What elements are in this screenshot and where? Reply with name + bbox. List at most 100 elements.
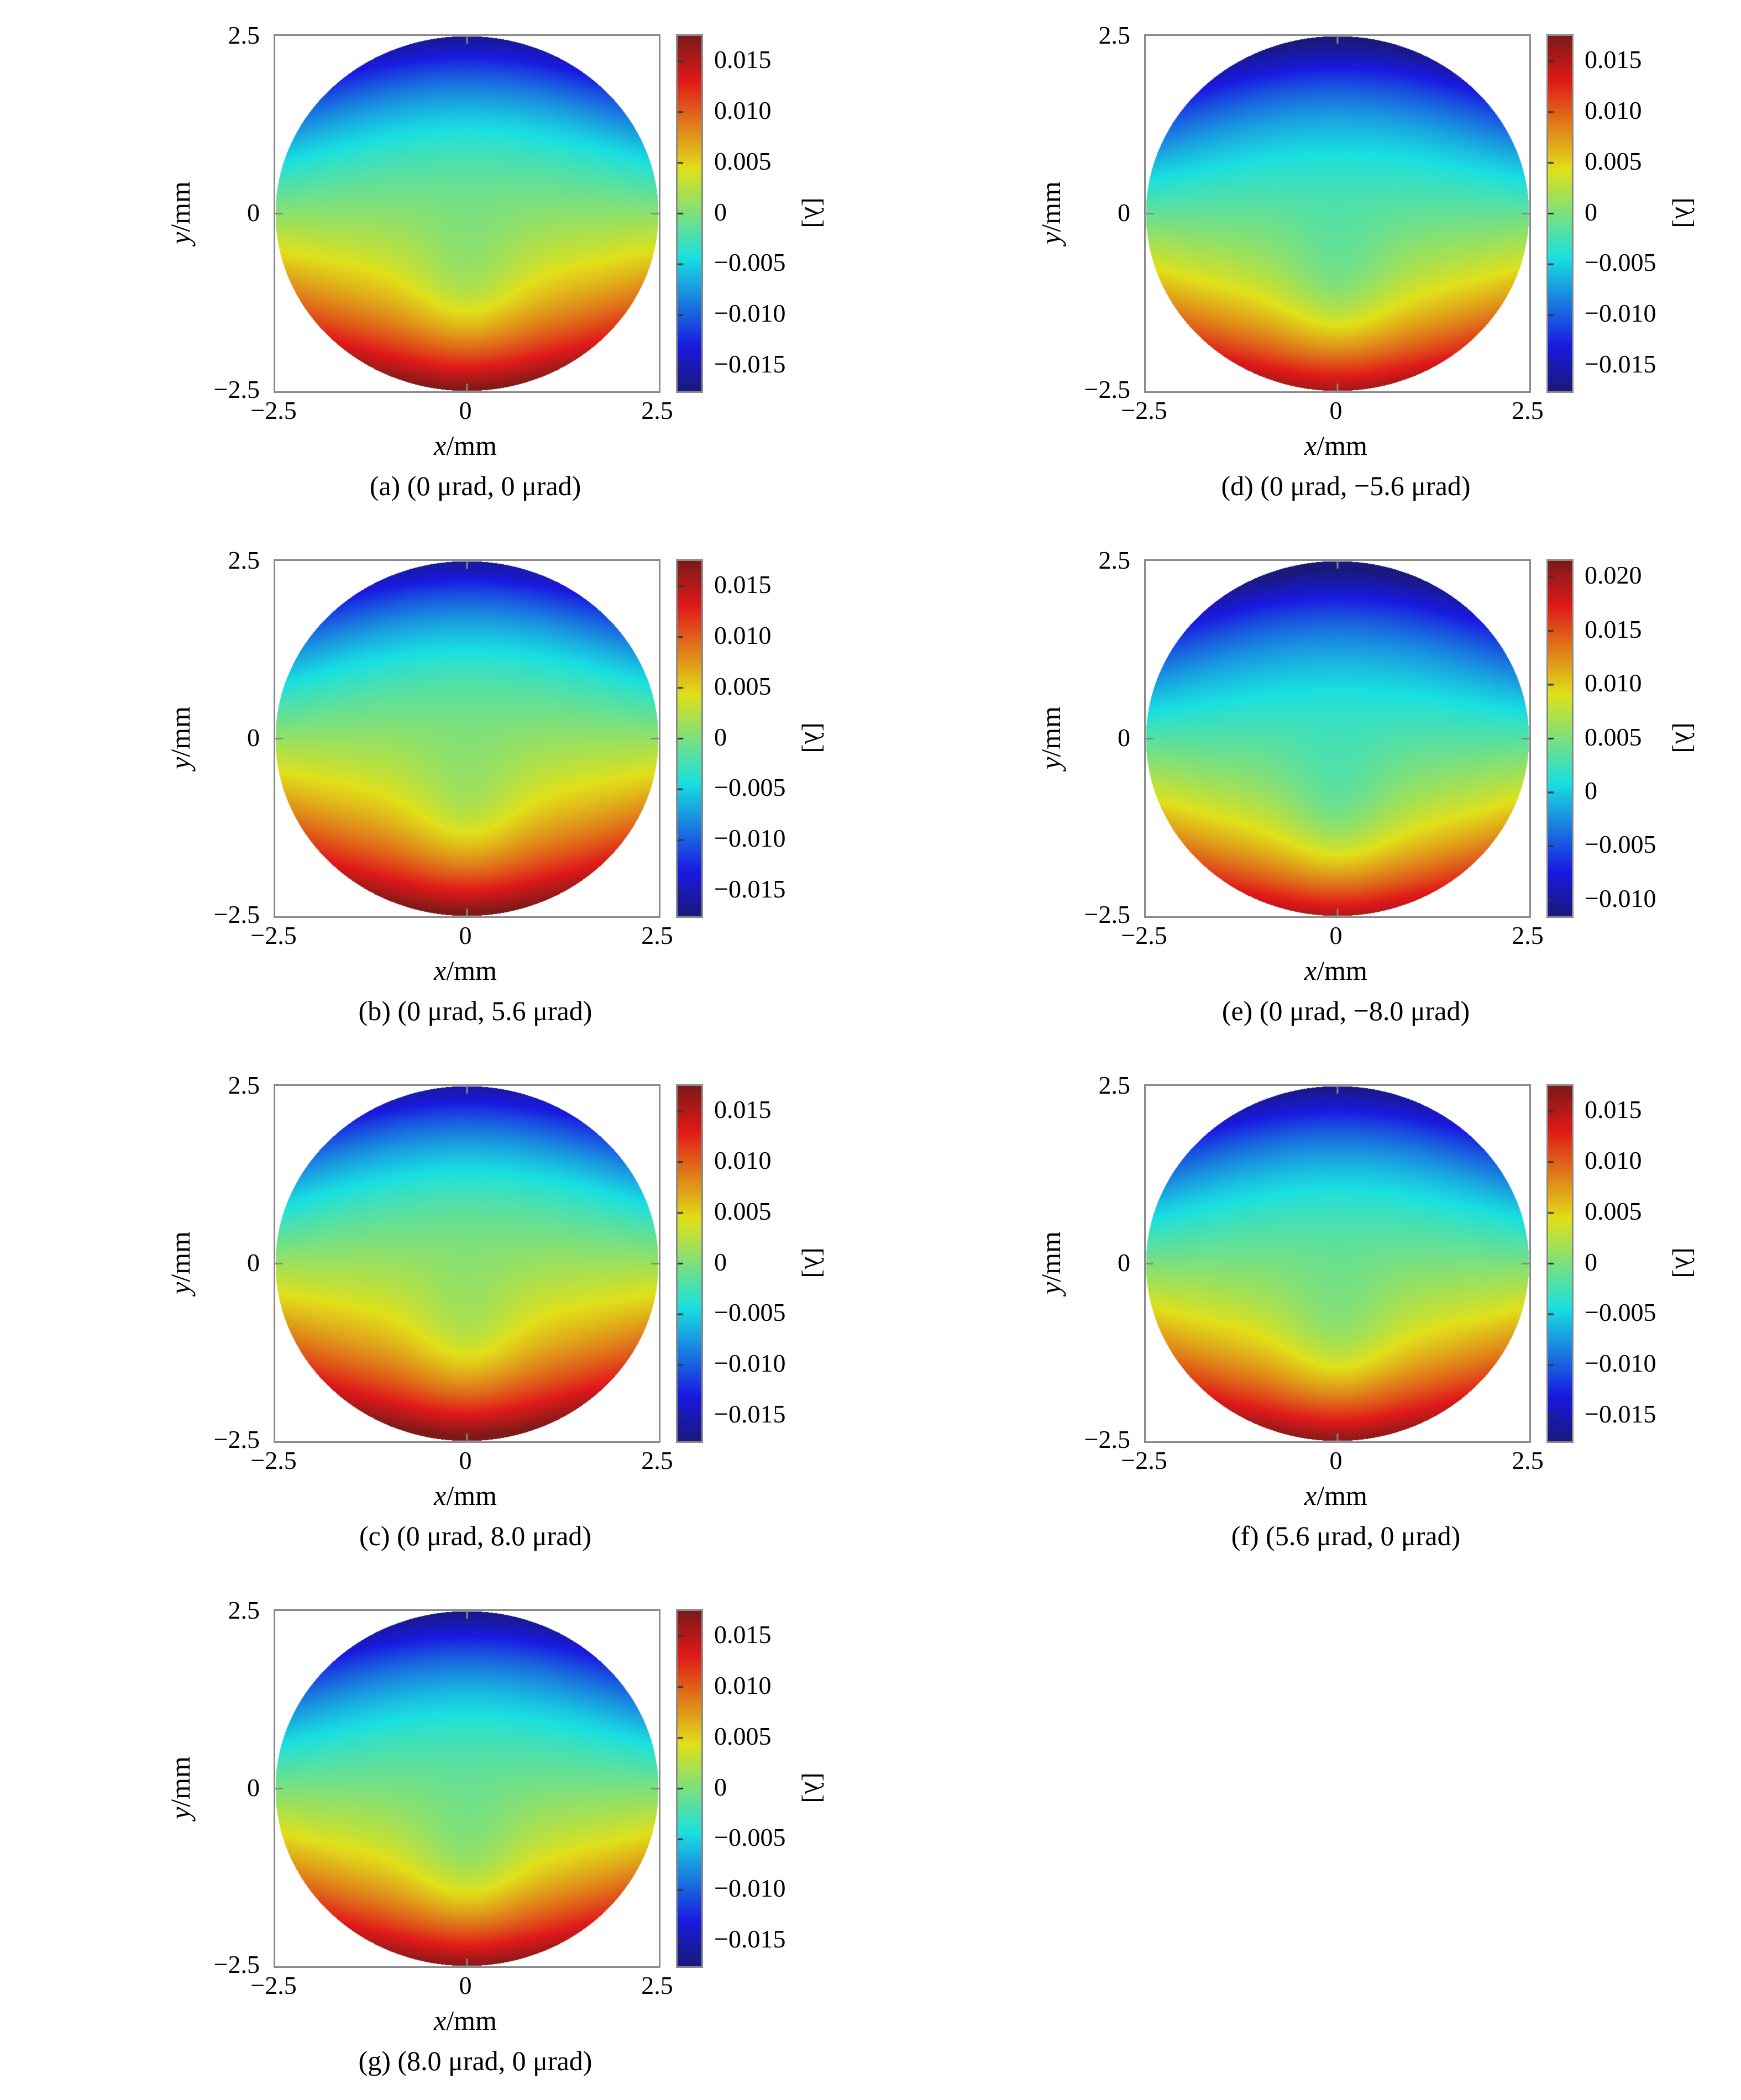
- colorbar-tick-label: 0.010: [1585, 96, 1642, 124]
- x-axis-unit: /mm: [1317, 430, 1367, 461]
- x-axis-label: x/mm: [1253, 1480, 1419, 1511]
- figure-row-2: y/mm 2.5 0 −2.5 −2.5 0 2.5 x/mm 0.015 0.0…: [0, 525, 1741, 1050]
- phase-map-canvas: [1146, 36, 1529, 391]
- x-axis-variable: x: [1304, 1480, 1317, 1511]
- y-axis-variable: y: [165, 1282, 196, 1294]
- x-tick-label-right: 2.5: [1512, 921, 1544, 949]
- colorbar-tick-label: 0.005: [714, 671, 772, 700]
- colorbar-tick-label: 0: [714, 1772, 727, 1801]
- y-tick-label-bottom: −2.5: [1084, 1425, 1130, 1453]
- x-tick-label-left: −2.5: [1121, 921, 1167, 949]
- colorbar-canvas: [678, 1086, 701, 1441]
- colorbar-tick-labels: 0.015 0.010 0.005 0 −0.005 −0.010 −0.015: [714, 1609, 852, 1965]
- colorbar-tick-labels: 0.020 0.015 0.010 0.005 0 −0.005 −0.010: [1585, 559, 1723, 915]
- x-tick-label-right: 2.5: [641, 1971, 673, 1999]
- colorbar-tick-label: 0.010: [714, 1671, 772, 1699]
- colorbar: [676, 559, 703, 918]
- x-tick-label-right: 2.5: [641, 396, 673, 424]
- colorbar-tick-label: −0.010: [714, 1874, 786, 1903]
- x-tick-label-left: −2.5: [1121, 396, 1167, 424]
- colorbar-tick-label: 0: [714, 197, 727, 226]
- y-tick-label-top: 2.5: [228, 1596, 260, 1624]
- subplot-b: y/mm 2.5 0 −2.5 −2.5 0 2.5 x/mm 0.015 0.0…: [0, 525, 870, 1050]
- colorbar-tick-label: 0: [714, 722, 727, 751]
- y-axis-variable: y: [165, 1807, 196, 1819]
- plot-area: [274, 34, 660, 393]
- x-tick-label-mid: 0: [459, 1446, 472, 1474]
- colorbar-tick-label: −0.010: [1585, 884, 1656, 912]
- colorbar-tick-label: −0.015: [714, 1400, 786, 1429]
- colorbar-tick-label: 0.015: [1585, 615, 1642, 643]
- colorbar-unit-label: [λ]: [799, 197, 828, 228]
- y-tick-label-bottom: −2.5: [213, 1425, 260, 1453]
- y-tick-label-mid: 0: [247, 198, 260, 227]
- colorbar-unit-label: [λ]: [799, 1247, 828, 1278]
- x-axis-unit: /mm: [1317, 955, 1367, 986]
- plot-area: [1144, 559, 1531, 918]
- colorbar-unit-label: [λ]: [1670, 1247, 1699, 1278]
- colorbar-tick-label: 0.010: [1585, 669, 1642, 697]
- x-axis-unit: /mm: [446, 1480, 497, 1511]
- y-tick-label-mid: 0: [247, 723, 260, 752]
- y-axis-variable: y: [1035, 232, 1066, 244]
- phase-map-canvas: [1146, 1086, 1529, 1441]
- colorbar-canvas: [678, 561, 701, 916]
- phase-map-canvas: [275, 561, 659, 916]
- x-tick-label-right: 2.5: [1512, 396, 1544, 424]
- x-tick-label-left: −2.5: [250, 1446, 297, 1474]
- colorbar-tick-labels: 0.015 0.010 0.005 0 −0.005 −0.010 −0.015: [1585, 34, 1723, 390]
- subplot-caption: (g) (8.0 μrad, 0 μrad): [358, 2045, 592, 2076]
- x-tick-label-left: −2.5: [250, 396, 297, 424]
- x-tick-label-right: 2.5: [1512, 1446, 1544, 1474]
- y-tick-label-bottom: −2.5: [1084, 375, 1130, 403]
- colorbar-tick-label: 0.010: [714, 621, 772, 649]
- figure-row-3: y/mm 2.5 0 −2.5 −2.5 0 2.5 x/mm 0.015 0.0…: [0, 1050, 1741, 1575]
- x-tick-label-left: −2.5: [1121, 1446, 1167, 1474]
- colorbar-tick-label: −0.005: [714, 773, 786, 802]
- y-tick-label-top: 2.5: [228, 1071, 260, 1099]
- x-axis-label: x/mm: [382, 1480, 548, 1511]
- colorbar-tick-label: −0.005: [714, 248, 786, 277]
- colorbar-unit-label: [λ]: [1670, 722, 1699, 753]
- plot-area: [274, 559, 660, 918]
- x-axis-label: x/mm: [382, 955, 548, 986]
- colorbar-tick-label: −0.005: [1585, 830, 1656, 859]
- colorbar-tick-labels: 0.015 0.010 0.005 0 −0.005 −0.010 −0.015: [1585, 1084, 1723, 1440]
- x-axis-label: x/mm: [382, 430, 548, 461]
- y-tick-label-top: 2.5: [1098, 546, 1131, 574]
- colorbar-tick-label: −0.010: [1585, 299, 1656, 328]
- x-tick-label-right: 2.5: [641, 1446, 673, 1474]
- x-axis-unit: /mm: [446, 2005, 497, 2036]
- colorbar-tick-label: 0.005: [1585, 146, 1642, 175]
- y-axis-variable: y: [1035, 1282, 1066, 1294]
- x-tick-label-mid: 0: [459, 921, 472, 949]
- colorbar-tick-label: −0.010: [714, 1349, 786, 1378]
- y-axis-variable: y: [1035, 757, 1066, 769]
- colorbar-canvas: [1548, 36, 1572, 391]
- x-tick-label-mid: 0: [1329, 1446, 1343, 1474]
- y-tick-label-mid: 0: [1118, 1248, 1130, 1277]
- x-axis-variable: x: [1304, 430, 1317, 461]
- colorbar-tick-labels: 0.015 0.010 0.005 0 −0.005 −0.010 −0.015: [714, 34, 852, 390]
- y-tick-label-top: 2.5: [1098, 21, 1131, 49]
- subplot-c: y/mm 2.5 0 −2.5 −2.5 0 2.5 x/mm 0.015 0.0…: [0, 1050, 870, 1575]
- colorbar-tick-label: 0.005: [714, 1721, 772, 1750]
- colorbar-tick-label: 0: [1585, 197, 1597, 226]
- colorbar-tick-label: −0.005: [714, 1298, 786, 1327]
- colorbar-tick-label: −0.015: [1585, 350, 1656, 379]
- colorbar-tick-label: 0.020: [1585, 561, 1642, 590]
- colorbar-canvas: [678, 1611, 701, 1966]
- x-tick-label-right: 2.5: [641, 921, 673, 949]
- y-axis-variable: y: [165, 757, 196, 769]
- y-tick-label-mid: 0: [247, 1773, 260, 1802]
- colorbar-tick-label: 0: [714, 1247, 727, 1276]
- x-axis-unit: /mm: [1317, 1480, 1367, 1511]
- colorbar-tick-label: −0.010: [714, 824, 786, 853]
- colorbar-tick-label: 0.015: [1585, 45, 1642, 74]
- colorbar-tick-labels: 0.015 0.010 0.005 0 −0.005 −0.010 −0.015: [714, 559, 852, 915]
- colorbar-tick-label: −0.015: [1585, 1400, 1656, 1429]
- colorbar-tick-label: 0.005: [1585, 1196, 1642, 1225]
- y-tick-label-top: 2.5: [1098, 1071, 1131, 1099]
- x-axis-variable: x: [434, 1480, 447, 1511]
- colorbar: [1546, 559, 1574, 918]
